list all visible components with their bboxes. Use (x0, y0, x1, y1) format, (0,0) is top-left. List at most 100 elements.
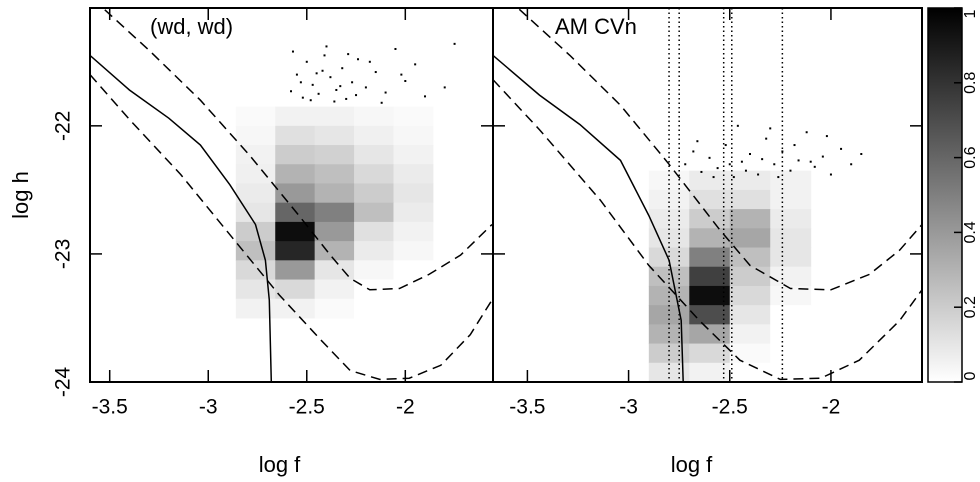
curve (493, 79, 922, 381)
heat-cell (393, 164, 434, 184)
heat-cell (235, 279, 276, 300)
heat-cell (393, 298, 434, 319)
scatter-dot (355, 94, 358, 97)
heat-cell (770, 209, 812, 229)
heat-cell (235, 106, 276, 127)
scatter-dot (748, 153, 751, 156)
heat-cell (235, 202, 276, 223)
scatter-dot (740, 160, 743, 163)
colorbar-tick-label: 1 (962, 9, 979, 18)
scatter-dot (301, 96, 304, 99)
scatter-dot (299, 81, 302, 84)
heat-cell (275, 279, 316, 300)
heat-cell (770, 324, 812, 345)
heat-cell (689, 362, 731, 383)
heat-cell (689, 324, 731, 345)
heat-cell (729, 228, 771, 249)
scatter-dot (850, 163, 853, 166)
heat-cell (729, 305, 771, 325)
heat-cell (393, 260, 434, 281)
heat-cell (689, 305, 731, 325)
scatter-dot (295, 73, 298, 76)
x-tick-label: -3 (619, 396, 638, 419)
heat-cell (648, 209, 690, 229)
heat-cell (314, 241, 355, 261)
scatter-dot (797, 159, 800, 162)
heat-cell (648, 343, 690, 364)
heat-cell (354, 106, 394, 127)
heat-cell (393, 221, 434, 242)
heat-cell (729, 343, 771, 364)
scatter-dot (290, 90, 293, 93)
heat-cell (770, 305, 812, 325)
curve (104, 9, 493, 291)
x-tick-label: -3.5 (509, 396, 545, 419)
heat-cell (235, 241, 276, 261)
scatter-dot (793, 144, 796, 147)
y-axis-label: log h (8, 171, 33, 219)
x-tick-label: -3.5 (92, 396, 128, 419)
scatter-dot (325, 45, 328, 48)
heat-cell (275, 164, 316, 184)
scatter-dot (323, 54, 326, 57)
scatter-dot (404, 80, 407, 83)
heat-cell (354, 260, 394, 281)
heat-cell (275, 145, 316, 165)
scatter-dot (364, 86, 367, 89)
heat-cell (275, 298, 316, 319)
scatter-dot (351, 81, 354, 84)
heat-cell (689, 266, 731, 287)
heat-cell (275, 241, 316, 261)
scatter-dot (424, 95, 427, 98)
colorbar (927, 7, 963, 383)
scatter-dot (443, 86, 446, 89)
heat-cell (314, 164, 355, 184)
scatter-dot (805, 131, 808, 134)
heat-cell (314, 298, 355, 319)
heat-cell (314, 106, 355, 127)
scatter-dot (315, 72, 318, 75)
plot-frame (492, 7, 923, 383)
heat-cell (314, 279, 355, 300)
heat-cell (235, 298, 276, 319)
heat-cell (770, 228, 812, 249)
scatter-dot (765, 137, 768, 140)
scatter-dot (347, 53, 350, 56)
heat-cell (275, 260, 316, 281)
scatter-dot (777, 176, 780, 179)
y-tick-label: -23 (52, 239, 75, 269)
scatter-dot (736, 124, 739, 127)
scatter-dot (724, 144, 727, 147)
scatter-dot (809, 160, 812, 163)
scatter-dot (860, 153, 863, 156)
heat-cell (393, 183, 434, 204)
scatter-dot (341, 67, 344, 70)
scatter-dot (339, 85, 342, 88)
scatter-dot (821, 155, 824, 158)
x-tick-label: -2 (396, 396, 415, 419)
heat-cell (770, 170, 812, 191)
heat-cell (393, 279, 434, 300)
heat-cell (729, 209, 771, 229)
heat-cell (770, 189, 812, 210)
scatter-dot (305, 60, 308, 63)
heat-cell (729, 247, 771, 268)
scatter-dot (453, 42, 456, 45)
scatter-dot (757, 173, 760, 176)
curve (493, 54, 684, 382)
heat-cell (314, 183, 355, 204)
heat-cell (235, 260, 276, 281)
scatter-dot (380, 101, 383, 104)
scatter-dot (309, 99, 312, 102)
curve (518, 8, 922, 291)
heat-cell (354, 241, 394, 261)
heat-cell (689, 285, 731, 306)
scatter-dot (335, 88, 338, 91)
heat-cell (689, 209, 731, 229)
scatter-dot (728, 163, 731, 166)
heat-cell (393, 241, 434, 261)
heat-cell (275, 202, 316, 223)
scatter-dot (769, 127, 772, 130)
scatter-dot (374, 71, 377, 74)
heat-cell (689, 228, 731, 249)
